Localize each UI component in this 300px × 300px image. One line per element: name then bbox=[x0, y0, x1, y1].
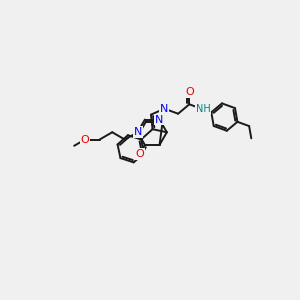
Text: O: O bbox=[185, 87, 194, 97]
Text: O: O bbox=[81, 135, 89, 145]
Text: O: O bbox=[135, 149, 144, 159]
Text: NH: NH bbox=[196, 104, 210, 114]
Text: N: N bbox=[134, 127, 142, 137]
Text: N: N bbox=[160, 104, 169, 114]
Text: N: N bbox=[155, 115, 164, 124]
